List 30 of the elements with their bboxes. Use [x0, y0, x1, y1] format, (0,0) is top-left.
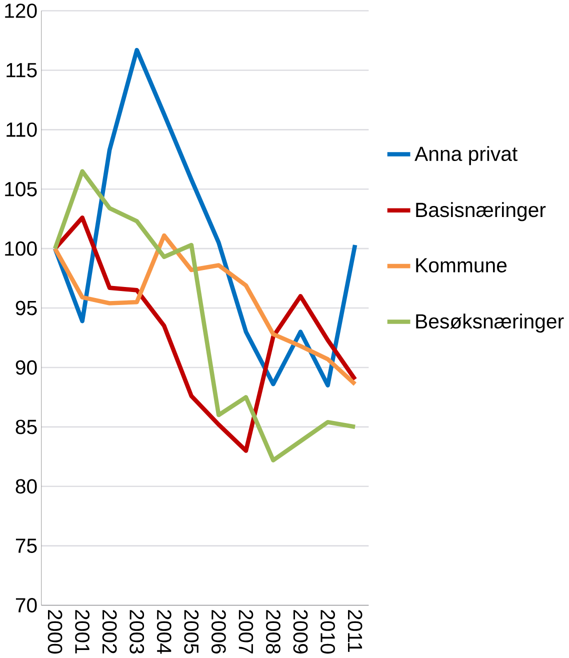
legend-label: Anna privat — [414, 146, 518, 166]
x-tick-label: 2010 — [320, 610, 335, 654]
x-tick-label: 2006 — [211, 610, 226, 654]
y-tick-label: 105 — [4, 182, 36, 196]
y-tick-label: 90 — [16, 360, 37, 375]
x-tick-label: 2004 — [156, 610, 172, 654]
x-tick-label: 2007 — [238, 610, 253, 654]
x-tick-label: 2008 — [266, 610, 280, 654]
x-tick-label: 2003 — [129, 610, 144, 654]
y-tick-label: 70 — [16, 598, 37, 612]
legend-label: Besøksnæringer — [416, 314, 564, 333]
y-tick-label: 120 — [4, 4, 37, 18]
x-tick-label: 2002 — [102, 610, 117, 654]
y-tick-label: 85 — [16, 420, 37, 434]
x-tick-label: 2011 — [348, 610, 362, 652]
x-tick-label: 2000 — [48, 610, 62, 654]
y-tick-label: 100 — [4, 241, 37, 256]
legend-label: Basisnæringer — [416, 202, 546, 222]
y-tick-label: 95 — [16, 300, 37, 316]
line-series — [52, 169, 357, 462]
x-tick-label: 2001 — [74, 610, 90, 654]
x-tick-label: 2005 — [184, 610, 198, 654]
x-tick-label: 2009 — [293, 610, 308, 654]
y-tick-label: 80 — [16, 479, 37, 494]
y-tick-label: 75 — [16, 538, 37, 553]
legend-label: Kommune — [416, 258, 506, 272]
y-tick-label: 115 — [6, 63, 37, 78]
line-series — [52, 48, 357, 388]
line-series — [52, 233, 357, 386]
y-tick-label: 110 — [6, 122, 37, 137]
